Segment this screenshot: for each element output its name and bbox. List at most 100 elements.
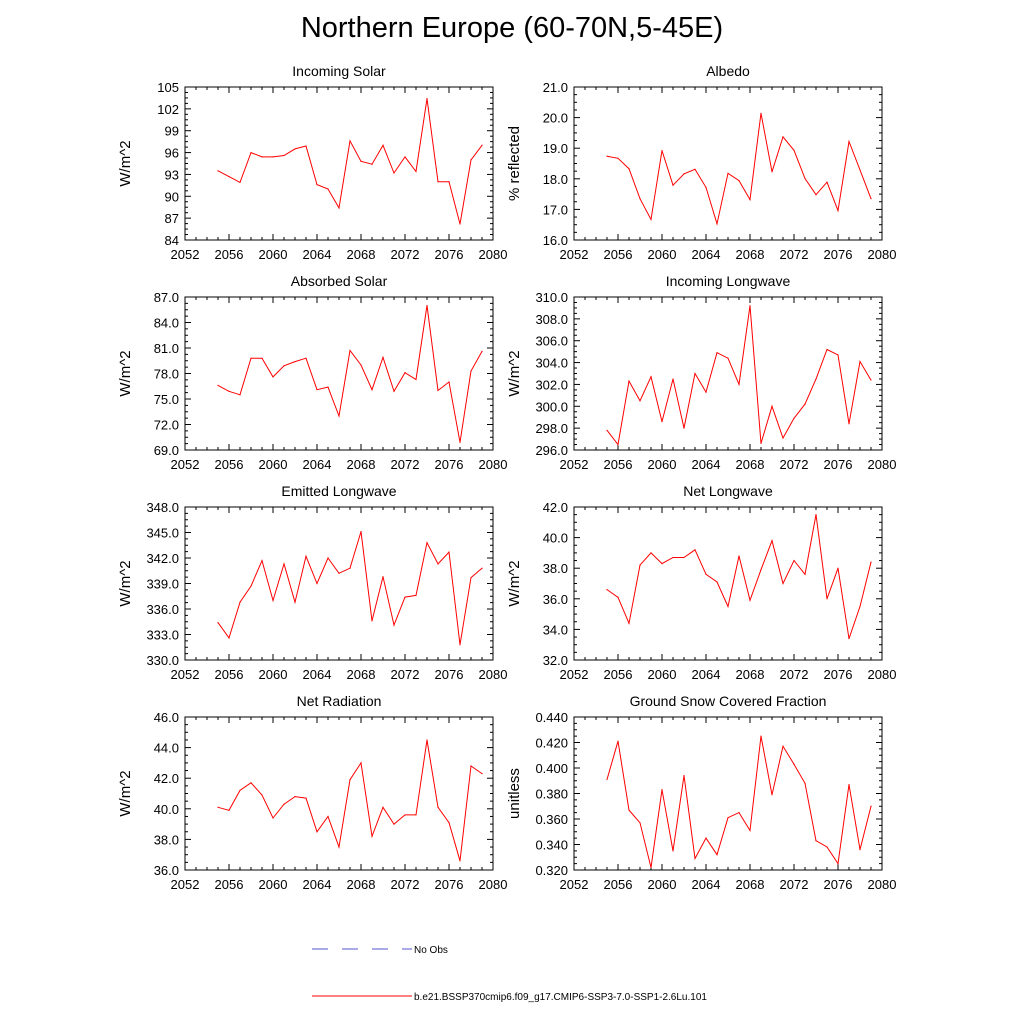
- data-point: [316, 184, 318, 186]
- data-point: [661, 563, 663, 565]
- data-point: [272, 376, 274, 378]
- data-point: [705, 186, 707, 188]
- data-point: [650, 866, 652, 869]
- y-tick-label: 102: [157, 102, 179, 117]
- data-point: [426, 739, 428, 741]
- panel-emitted-longwave: 2052 2056 2060 2064 2068 2072 2076 2080 330.0 333…: [117, 483, 507, 682]
- y-tick-label: 84.0: [154, 316, 179, 331]
- data-point: [606, 155, 608, 157]
- panel-title: Incoming Longwave: [666, 273, 791, 289]
- data-point: [261, 794, 263, 796]
- data-point: [250, 357, 252, 359]
- legend: No Obs b.e21.BSSP370cmip6.f09_g17.CMIP6-…: [312, 945, 707, 1003]
- data-point: [283, 365, 285, 367]
- data-point: [294, 361, 296, 363]
- data-point: [382, 356, 384, 358]
- x-tick-label: 2076: [435, 247, 464, 262]
- data-point: [683, 775, 685, 777]
- x-tick-label: 2080: [479, 877, 508, 892]
- y-tick-label: 18.0: [543, 172, 568, 187]
- data-point: [426, 304, 428, 307]
- x-tick-label: 2052: [560, 877, 589, 892]
- data-point: [349, 349, 351, 352]
- data-point: [250, 585, 252, 587]
- data-point: [804, 573, 806, 575]
- panel-title: Net Radiation: [297, 693, 382, 709]
- data-point: [448, 821, 450, 824]
- y-axis-label: W/m^2: [117, 770, 134, 816]
- data-point: [360, 160, 362, 162]
- data-point: [639, 822, 641, 824]
- y-tick-label: 21.0: [543, 80, 568, 95]
- data-point: [415, 594, 417, 597]
- x-tick-label: 2068: [347, 877, 376, 892]
- data-point: [239, 601, 241, 603]
- x-tick-label: 2080: [868, 877, 897, 892]
- data-point: [782, 745, 784, 747]
- x-tick-label: 2072: [391, 877, 420, 892]
- data-point: [294, 601, 296, 603]
- x-tick-label: 2052: [171, 667, 200, 682]
- y-tick-label: 40.0: [543, 531, 568, 546]
- y-tick-label: 93: [165, 167, 179, 182]
- data-point: [338, 572, 340, 574]
- data-point: [628, 168, 630, 170]
- y-tick-label: 304.0: [535, 356, 568, 371]
- y-axis-label: unitless: [506, 768, 523, 819]
- data-point: [349, 140, 351, 142]
- plot-frame: [573, 296, 883, 451]
- data-point: [870, 379, 872, 381]
- x-tick-label: 2056: [215, 667, 244, 682]
- data-point: [481, 350, 483, 352]
- data-point: [393, 390, 395, 392]
- data-point: [382, 806, 384, 808]
- y-tick-label: 330.0: [146, 653, 179, 668]
- y-tick-label: 84: [165, 233, 179, 248]
- y-tick-label: 17.0: [543, 202, 568, 217]
- y-axis-label: W/m^2: [117, 350, 134, 396]
- y-tick-label: 36.0: [154, 863, 179, 878]
- x-tick-label: 2056: [215, 457, 244, 472]
- y-tick-label: 0.440: [535, 710, 568, 725]
- x-tick-label: 2060: [259, 247, 288, 262]
- data-point: [870, 198, 872, 200]
- y-tick-label: 87: [165, 211, 179, 226]
- y-axis-label: W/m^2: [117, 140, 134, 186]
- data-point: [804, 177, 806, 180]
- x-tick-label: 2056: [604, 877, 633, 892]
- y-tick-label: 46.0: [154, 710, 179, 725]
- data-point: [628, 380, 630, 382]
- y-tick-label: 38.0: [154, 832, 179, 847]
- x-tick-label: 2060: [648, 877, 677, 892]
- x-tick-label: 2068: [347, 247, 376, 262]
- x-tick-label: 2072: [780, 877, 809, 892]
- data-point: [661, 420, 663, 423]
- data-point: [272, 817, 274, 819]
- data-point: [239, 789, 241, 792]
- data-point: [661, 789, 663, 791]
- series-line: [217, 739, 483, 861]
- x-tick-label: 2060: [648, 667, 677, 682]
- data-point: [360, 364, 362, 366]
- y-tick-label: 0.400: [535, 761, 568, 776]
- data-point: [694, 168, 696, 170]
- x-tick-label: 2076: [824, 877, 853, 892]
- data-point: [749, 599, 751, 601]
- x-tick-label: 2076: [824, 667, 853, 682]
- data-point: [228, 176, 230, 178]
- data-point: [404, 814, 406, 816]
- x-tick-label: 2052: [171, 247, 200, 262]
- data-point: [459, 223, 461, 225]
- x-tick-label: 2052: [560, 457, 589, 472]
- data-point: [617, 157, 619, 159]
- data-point: [470, 576, 472, 579]
- x-tick-label: 2064: [303, 247, 332, 262]
- data-point: [694, 372, 696, 375]
- x-tick-label: 2072: [391, 457, 420, 472]
- x-tick-label: 2060: [259, 877, 288, 892]
- data-point: [272, 156, 274, 158]
- data-point: [650, 552, 652, 554]
- data-point: [848, 783, 850, 786]
- data-point: [727, 605, 729, 608]
- data-point: [771, 540, 773, 542]
